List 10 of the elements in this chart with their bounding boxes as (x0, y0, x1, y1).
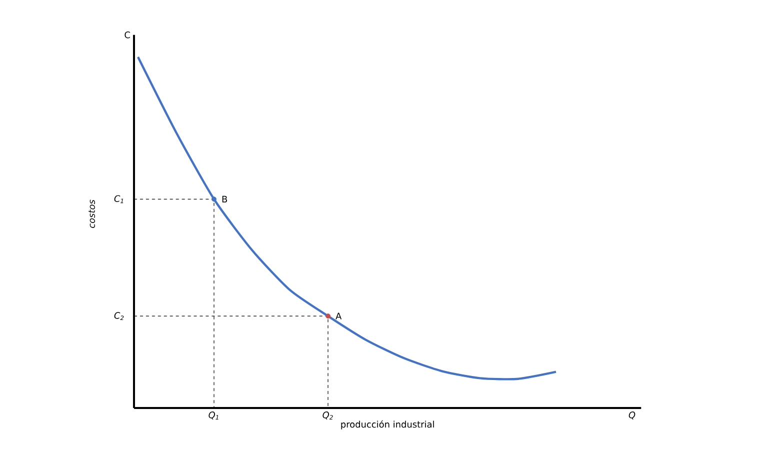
annotation: A (336, 312, 342, 320)
text: C$_{2}$ (114, 312, 124, 320)
x-tick-label: Q$_{2}$ (322, 412, 333, 420)
annotation: B (222, 196, 228, 202)
x-tick-label: Q (628, 412, 636, 420)
text: C$_{1}$ (114, 195, 124, 204)
y-axis-title: costos (88, 200, 95, 228)
x-tick-label: Q$_{1}$ (208, 412, 218, 420)
x-axis-title: producción industrial (341, 420, 434, 430)
text: C (124, 31, 130, 38)
